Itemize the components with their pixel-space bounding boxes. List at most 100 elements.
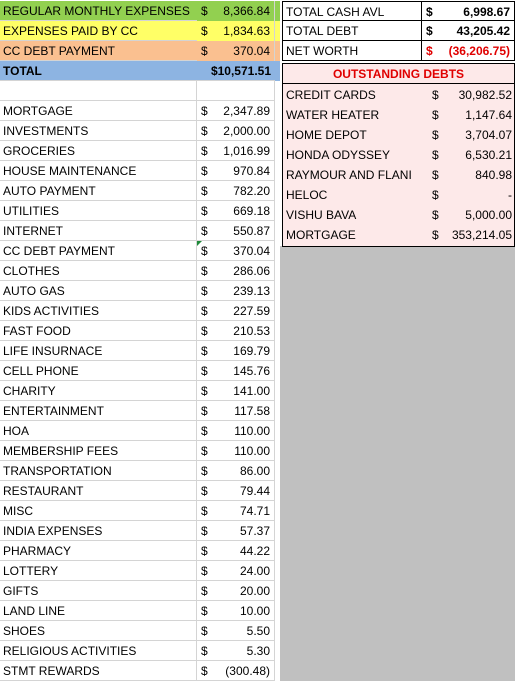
expense-row[interactable]: FAST FOOD $210.53	[0, 321, 280, 341]
expense-row[interactable]: CELL PHONE $145.76	[0, 361, 280, 381]
expense-currency: $	[197, 281, 217, 301]
expense-value: 970.84	[217, 161, 275, 181]
expense-label: GROCERIES	[0, 141, 197, 161]
expense-row[interactable]: STMT REWARDS $ (300.48)	[0, 661, 280, 681]
expense-label: KIDS ACTIVITIES	[0, 301, 197, 321]
expense-currency: $	[197, 221, 217, 241]
expense-row[interactable]: PHARMACY $44.22	[0, 541, 280, 561]
debt-label: HELOC	[286, 188, 328, 202]
expense-label: TRANSPORTATION	[0, 461, 197, 481]
expense-value: 210.53	[217, 321, 275, 341]
total-label: TOTAL	[0, 61, 197, 81]
empty-grid-area	[280, 246, 515, 681]
debts-title-row[interactable]: OUTSTANDING DEBTS	[283, 64, 514, 84]
expense-row[interactable]: UTILITIES $669.18	[0, 201, 280, 221]
summary-row-cc[interactable]: EXPENSES PAID BY CC $ 1,834.63	[0, 21, 280, 41]
expense-value: 1,016.99	[217, 141, 275, 161]
expense-label: AUTO PAYMENT	[0, 181, 197, 201]
debt-value: -	[508, 188, 512, 202]
summary-currency: $	[201, 4, 208, 18]
debt-label: CREDIT CARDS	[286, 88, 376, 102]
expense-row[interactable]: INDIA EXPENSES $57.37	[0, 521, 280, 541]
expense-row[interactable]: TRANSPORTATION $86.00	[0, 461, 280, 481]
expense-value: 117.58	[217, 401, 275, 421]
expense-label: AUTO GAS	[0, 281, 197, 301]
debt-currency: $	[432, 228, 439, 242]
expense-label: RESTAURANT	[0, 481, 197, 501]
expense-row[interactable]: INTERNET $550.87	[0, 221, 280, 241]
expense-row[interactable]: KIDS ACTIVITIES $227.59	[0, 301, 280, 321]
expense-row[interactable]: ENTERTAINMENT $117.58	[0, 401, 280, 421]
expense-label: UTILITIES	[0, 201, 197, 221]
debt-row[interactable]: RAYMOUR AND FLANI $840.98	[283, 165, 515, 185]
expense-value: 57.37	[217, 521, 275, 541]
debt-currency: $	[432, 148, 439, 162]
summary-row-regular[interactable]: REGULAR MONTHLY EXPENSES $ 8,366.84	[0, 1, 280, 21]
expense-row[interactable]: AUTO PAYMENT $782.20	[0, 181, 280, 201]
expense-currency: $	[197, 161, 217, 181]
expense-row[interactable]: INVESTMENTS $2,000.00	[0, 121, 280, 141]
expense-row[interactable]: AUTO GAS $239.13	[0, 281, 280, 301]
expense-row[interactable]: SHOES $5.50	[0, 621, 280, 641]
summary-value: 370.04	[217, 41, 275, 61]
debt-row[interactable]: CREDIT CARDS $30,982.52	[283, 85, 515, 105]
expense-row[interactable]: HOA $110.00	[0, 421, 280, 441]
expense-row[interactable]: MISC $74.71	[0, 501, 280, 521]
debt-value: 5,000.00	[465, 208, 512, 222]
expense-value: 5.50	[217, 621, 275, 641]
expense-row[interactable]: CC DEBT PAYMENT $370.04	[0, 241, 280, 261]
expense-row[interactable]: LOTTERY $24.00	[0, 561, 280, 581]
debt-row[interactable]: HOME DEPOT $3,704.07	[283, 125, 515, 145]
expense-row[interactable]: GIFTS $20.00	[0, 581, 280, 601]
debt-value: 840.98	[475, 168, 512, 182]
expense-label: GIFTS	[0, 581, 197, 601]
expense-row[interactable]: LAND LINE $10.00	[0, 601, 280, 621]
expense-row[interactable]: GROCERIES $1,016.99	[0, 141, 280, 161]
summary-label: CC DEBT PAYMENT	[0, 41, 197, 61]
total-debt-row[interactable]: TOTAL DEBT $ 43,205.42	[282, 21, 515, 41]
debt-label: VISHU BAVA	[286, 208, 357, 222]
net-worth-value: (36,206.75)	[444, 41, 515, 61]
expense-label: CELL PHONE	[0, 361, 197, 381]
expense-label: MISC	[0, 501, 197, 521]
expense-label: CLOTHES	[0, 261, 197, 281]
summary-row-cc-debt[interactable]: CC DEBT PAYMENT $ 370.04	[0, 41, 280, 61]
debt-row[interactable]: HELOC $ -	[283, 185, 515, 205]
expense-row[interactable]: RELIGIOUS ACTIVITIES $5.30	[0, 641, 280, 661]
total-cash-value: 6,998.67	[444, 1, 515, 21]
debt-value: 3,704.07	[465, 128, 512, 142]
expense-label: HOA	[0, 421, 197, 441]
expense-row[interactable]: HOUSE MAINTENANCE $970.84	[0, 161, 280, 181]
expense-row[interactable]: MORTGAGE $2,347.89	[0, 101, 280, 121]
expense-currency: $	[197, 181, 217, 201]
expense-row[interactable]: RESTAURANT $79.44	[0, 481, 280, 501]
debts-title: OUTSTANDING DEBTS	[283, 64, 514, 84]
debt-value: 6,530.21	[465, 148, 512, 162]
expenses-sheet: REGULAR MONTHLY EXPENSES $ 8,366.84 EXPE…	[0, 1, 280, 681]
total-cash-row[interactable]: TOTAL CASH AVL $ 6,998.67	[282, 1, 515, 21]
expense-currency: $	[197, 381, 217, 401]
debt-row[interactable]: WATER HEATER $1,147.64	[283, 105, 515, 125]
debt-currency: $	[432, 128, 439, 142]
summary-currency: $	[201, 44, 208, 58]
summary-row-total[interactable]: TOTAL $10,571.51	[0, 61, 280, 81]
expense-value: 2,000.00	[217, 121, 275, 141]
expense-row[interactable]: LIFE INSURNACE $169.79	[0, 341, 280, 361]
expense-value: 110.00	[217, 421, 275, 441]
expense-value: 169.79	[217, 341, 275, 361]
expense-row[interactable]: CHARITY $141.00	[0, 381, 280, 401]
debt-row[interactable]: MORTGAGE $353,214.05	[283, 225, 515, 245]
summary-label: EXPENSES PAID BY CC	[0, 21, 197, 41]
debt-row[interactable]: VISHU BAVA $5,000.00	[283, 205, 515, 225]
expense-row[interactable]: CLOTHES $286.06	[0, 261, 280, 281]
expense-row[interactable]: MEMBERSHIP FEES $110.00	[0, 441, 280, 461]
expense-currency: $	[197, 441, 217, 461]
blank-row[interactable]	[0, 81, 280, 101]
total-cash-currency: $	[422, 1, 444, 21]
debt-label: MORTGAGE	[286, 228, 356, 242]
expense-currency: $	[197, 121, 217, 141]
net-worth-row[interactable]: NET WORTH $ (36,206.75)	[282, 41, 515, 61]
expense-currency: $	[197, 141, 217, 161]
expense-label: INTERNET	[0, 221, 197, 241]
debt-row[interactable]: HONDA ODYSSEY $6,530.21	[283, 145, 515, 165]
